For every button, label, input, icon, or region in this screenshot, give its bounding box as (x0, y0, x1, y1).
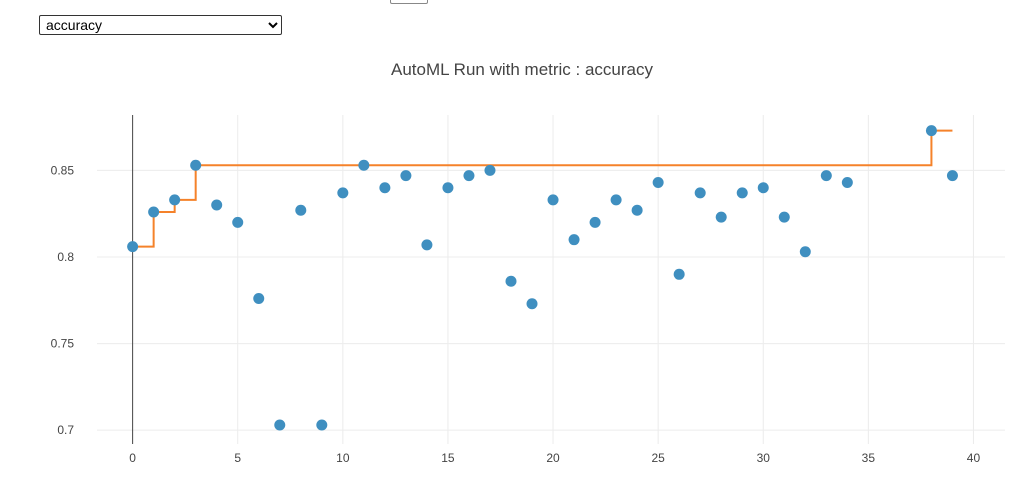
y-tick-label: 0.7 (57, 423, 74, 437)
best-so-far-line (132, 129, 953, 248)
data-point[interactable] (820, 170, 832, 182)
data-point[interactable] (421, 239, 433, 251)
y-tick-label: 0.85 (51, 163, 75, 177)
data-point[interactable] (232, 216, 244, 228)
data-point[interactable] (610, 194, 622, 206)
data-point[interactable] (337, 187, 349, 199)
data-point[interactable] (652, 177, 664, 189)
x-tick-label: 30 (757, 451, 771, 465)
grid (97, 115, 1005, 444)
data-point[interactable] (463, 170, 475, 182)
data-point[interactable] (841, 177, 853, 189)
points-layer (127, 125, 958, 431)
data-point[interactable] (274, 419, 286, 431)
x-tick-label: 5 (234, 451, 241, 465)
data-point[interactable] (778, 211, 790, 223)
x-tick-label: 25 (651, 451, 665, 465)
data-point[interactable] (358, 159, 370, 171)
data-point[interactable] (946, 170, 958, 182)
data-point[interactable] (169, 194, 181, 206)
data-point[interactable] (694, 187, 706, 199)
data-point[interactable] (589, 216, 601, 228)
data-point[interactable] (442, 182, 454, 194)
data-point[interactable] (736, 187, 748, 199)
data-point[interactable] (295, 204, 307, 216)
top-input-stub[interactable] (390, 0, 428, 4)
data-point[interactable] (568, 234, 580, 246)
data-point[interactable] (925, 125, 937, 137)
data-point[interactable] (526, 298, 538, 310)
data-point[interactable] (211, 199, 223, 211)
x-tick-label: 20 (546, 451, 560, 465)
axes: 0 5 10 15 20 25 30 35 40 0.7 0.75 0.8 0.85 (51, 115, 981, 465)
data-point[interactable] (379, 182, 391, 194)
data-point[interactable] (127, 241, 139, 253)
data-point[interactable] (547, 194, 559, 206)
y-tick-label: 0.75 (51, 337, 75, 351)
y-tick-label: 0.8 (57, 250, 74, 264)
data-point[interactable] (673, 268, 685, 280)
x-tick-label: 0 (129, 451, 136, 465)
data-point[interactable] (316, 419, 328, 431)
chart-title: AutoML Run with metric : accuracy (391, 60, 654, 79)
data-point[interactable] (253, 293, 265, 305)
data-point[interactable] (631, 204, 643, 216)
x-tick-label: 35 (862, 451, 876, 465)
x-tick-label: 15 (441, 451, 455, 465)
x-tick-label: 40 (967, 451, 981, 465)
data-point[interactable] (148, 206, 160, 218)
metric-select[interactable]: accuracy (39, 15, 282, 35)
data-point[interactable] (190, 159, 202, 171)
data-point[interactable] (400, 170, 412, 182)
x-tick-label: 10 (336, 451, 350, 465)
best-line-layer (132, 129, 953, 248)
data-point[interactable] (799, 246, 811, 258)
data-point[interactable] (715, 211, 727, 223)
data-point[interactable] (505, 275, 517, 287)
data-point[interactable] (757, 182, 769, 194)
data-point[interactable] (484, 164, 496, 176)
